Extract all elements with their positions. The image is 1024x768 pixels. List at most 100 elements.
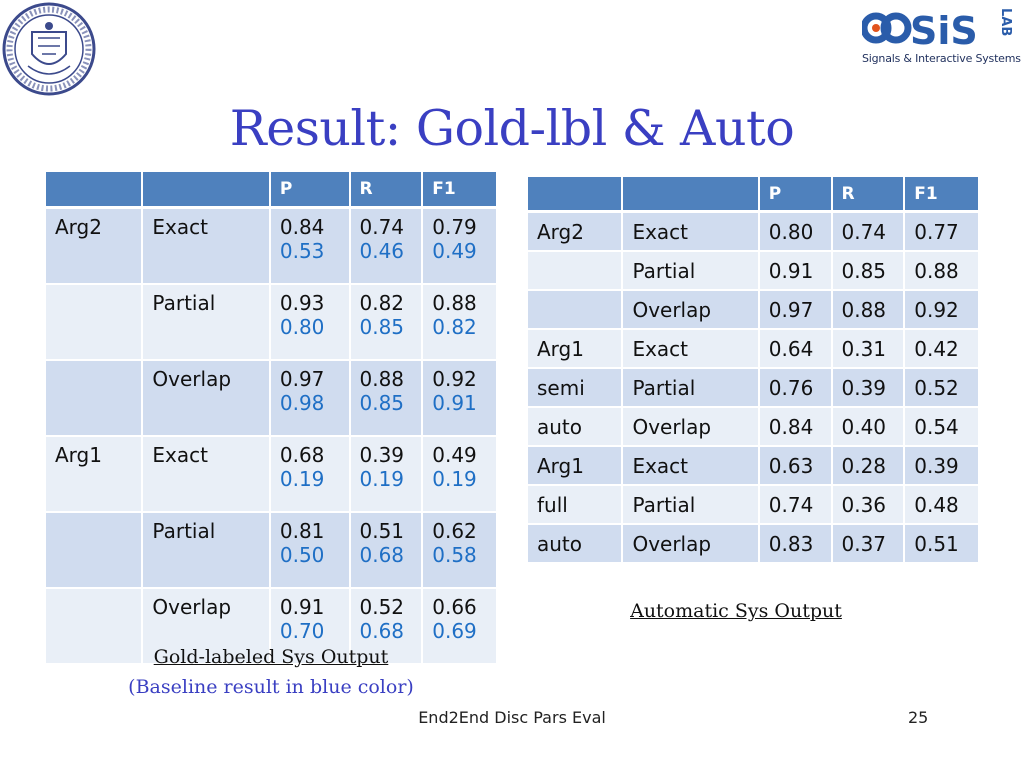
- recall-value: 0.88: [359, 367, 405, 391]
- baseline-note: (Baseline result in blue color): [128, 676, 414, 698]
- match-type-cell: Exact: [621, 210, 760, 252]
- precision-cell: 0.93 0.80: [268, 283, 351, 361]
- precision-cell: 0.74: [757, 484, 833, 525]
- precision-cell: 0.91: [757, 250, 833, 291]
- precision-cell: 0.91 0.70: [268, 587, 351, 665]
- match-type-cell: Exact: [141, 206, 271, 285]
- baseline-precision-value: 0.19: [279, 467, 325, 491]
- precision-cell: 0.97: [757, 289, 833, 330]
- argument-cell: auto: [525, 406, 624, 447]
- match-type-cell: Overlap: [141, 359, 271, 437]
- match-type-cell: Partial: [141, 283, 271, 361]
- recall-cell: 0.39 0.19: [348, 435, 424, 513]
- table-row: auto Overlap 0.83 0.37 0.51: [525, 523, 980, 564]
- table-row: Partial 0.81 0.50 0.51 0.68 0.62 0.58: [43, 511, 498, 589]
- precision-value: 0.68: [279, 443, 325, 467]
- precision-value: 0.91: [279, 595, 325, 619]
- baseline-precision-value: 0.70: [279, 619, 325, 643]
- table-row: Arg2 Exact 0.84 0.53 0.74 0.46 0.79 0.49: [43, 206, 498, 285]
- table-header-row: P R F1: [43, 170, 498, 209]
- header-cell: [43, 170, 144, 209]
- precision-cell: 0.84 0.53: [268, 206, 351, 285]
- recall-value: 0.51: [359, 519, 405, 543]
- table-row: semi Partial 0.76 0.39 0.52: [525, 367, 980, 408]
- precision-value: 0.93: [279, 291, 325, 315]
- f1-cell: 0.62 0.58: [421, 511, 498, 589]
- header-f1: F1: [421, 170, 498, 209]
- match-type-cell: Exact: [621, 445, 760, 486]
- match-type-cell: Exact: [621, 328, 760, 369]
- precision-cell: 0.97 0.98: [268, 359, 351, 437]
- table-row: Overlap 0.91 0.70 0.52 0.68 0.66 0.69: [43, 587, 498, 665]
- match-type-cell: Partial: [141, 511, 271, 589]
- match-type-cell: Overlap: [621, 523, 760, 564]
- recall-cell: 0.39: [830, 367, 906, 408]
- match-type-cell: Overlap: [621, 406, 760, 447]
- auto-caption: Automatic Sys Output: [630, 600, 842, 622]
- header-precision: P: [268, 170, 351, 209]
- table-row: Arg1 Exact 0.68 0.19 0.39 0.19 0.49 0.19: [43, 435, 498, 513]
- table-row: Arg1 Exact 0.63 0.28 0.39: [525, 445, 980, 486]
- sis-lab-logo-icon: SiS LAB Signals & Interactive Systems: [860, 6, 1021, 70]
- slide-footer: End2End Disc Pars Eval: [418, 708, 606, 727]
- baseline-recall-value: 0.46: [359, 239, 405, 263]
- logo-letters: SiS: [910, 9, 978, 52]
- baseline-f1-value: 0.69: [432, 619, 477, 643]
- match-type-cell: Overlap: [141, 587, 271, 665]
- page-number: 25: [908, 708, 929, 727]
- table-row: Overlap 0.97 0.98 0.88 0.85 0.92 0.91: [43, 359, 498, 437]
- precision-cell: 0.63: [757, 445, 833, 486]
- header-recall: R: [348, 170, 424, 209]
- table-row: Partial 0.91 0.85 0.88: [525, 250, 980, 291]
- baseline-precision-value: 0.50: [279, 543, 325, 567]
- recall-cell: 0.31: [830, 328, 906, 369]
- table-row: Arg2 Exact 0.80 0.74 0.77: [525, 210, 980, 252]
- baseline-f1-value: 0.19: [432, 467, 477, 491]
- match-type-cell: Partial: [621, 367, 760, 408]
- f1-cell: 0.88: [903, 250, 980, 291]
- f1-cell: 0.92: [903, 289, 980, 330]
- baseline-recall-value: 0.19: [359, 467, 405, 491]
- recall-value: 0.39: [359, 443, 405, 467]
- gold-caption: Gold-labeled Sys Output: [153, 646, 389, 668]
- table-row: full Partial 0.74 0.36 0.48: [525, 484, 980, 525]
- baseline-precision-value: 0.98: [279, 391, 325, 415]
- argument-cell: [43, 511, 144, 589]
- f1-cell: 0.48: [903, 484, 980, 525]
- logo-caption: Signals & Interactive Systems: [862, 52, 1021, 65]
- table-row: Arg1 Exact 0.64 0.31 0.42: [525, 328, 980, 369]
- gold-results-table: P R F1 Arg2 Exact 0.84 0.53 0.74 0.46 0.79 0.49…: [43, 170, 498, 665]
- university-seal-icon: [2, 2, 96, 96]
- auto-results-table: P R F1 Arg2 Exact 0.80 0.74 0.77 Partial 0.91 0…: [525, 175, 980, 564]
- f1-value: 0.79: [432, 215, 477, 239]
- baseline-precision-value: 0.80: [279, 315, 325, 339]
- precision-cell: 0.81 0.50: [268, 511, 351, 589]
- baseline-recall-value: 0.85: [359, 391, 405, 415]
- precision-cell: 0.84: [757, 406, 833, 447]
- f1-value: 0.66: [432, 595, 477, 619]
- baseline-f1-value: 0.58: [432, 543, 477, 567]
- argument-cell: semi: [525, 367, 624, 408]
- baseline-recall-value: 0.68: [359, 543, 405, 567]
- recall-cell: 0.85: [830, 250, 906, 291]
- precision-cell: 0.83: [757, 523, 833, 564]
- table-row: Overlap 0.97 0.88 0.92: [525, 289, 980, 330]
- f1-cell: 0.51: [903, 523, 980, 564]
- recall-cell: 0.36: [830, 484, 906, 525]
- recall-cell: 0.28: [830, 445, 906, 486]
- f1-cell: 0.54: [903, 406, 980, 447]
- recall-cell: 0.82 0.85: [348, 283, 424, 361]
- precision-cell: 0.80: [757, 210, 833, 252]
- f1-value: 0.92: [432, 367, 477, 391]
- recall-cell: 0.40: [830, 406, 906, 447]
- argument-cell: Arg1: [525, 445, 624, 486]
- recall-cell: 0.88 0.85: [348, 359, 424, 437]
- precision-value: 0.81: [279, 519, 325, 543]
- argument-cell: Arg2: [43, 206, 144, 285]
- header-cell: [621, 175, 760, 213]
- header-precision: P: [757, 175, 833, 213]
- recall-cell: 0.74: [830, 210, 906, 252]
- argument-cell: full: [525, 484, 624, 525]
- argument-cell: Arg1: [43, 435, 144, 513]
- argument-cell: auto: [525, 523, 624, 564]
